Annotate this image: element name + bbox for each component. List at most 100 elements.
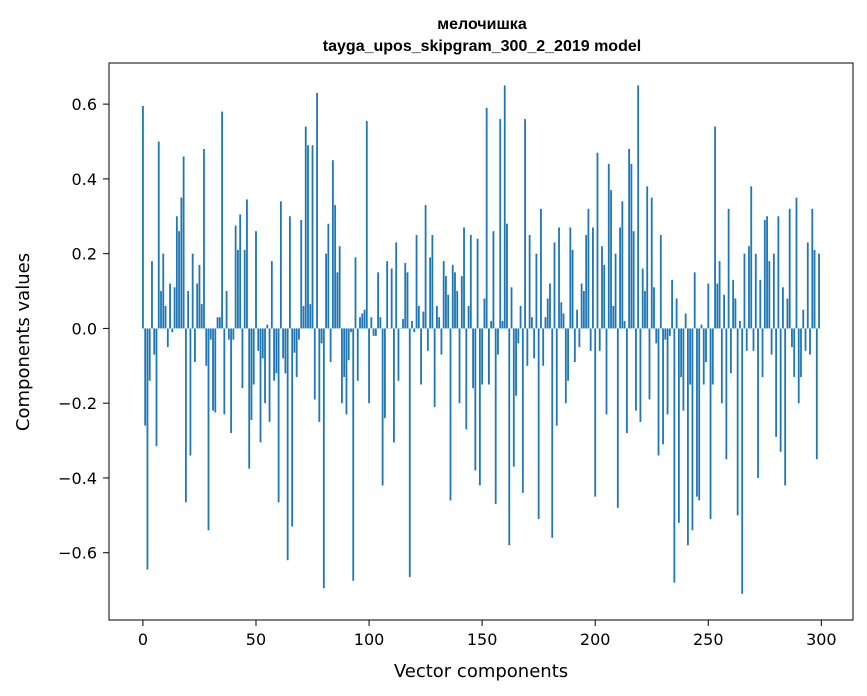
bar [383, 328, 386, 419]
bar [702, 328, 705, 385]
bar [345, 328, 348, 415]
bar [610, 190, 612, 329]
bar [173, 287, 176, 329]
bar [476, 238, 479, 329]
bar [716, 283, 719, 329]
chart-subtitle: tayga_upos_skipgram_300_2_2019 model [323, 38, 641, 55]
bar [492, 231, 495, 329]
bar [431, 234, 434, 329]
bar [223, 328, 226, 415]
bar [494, 328, 497, 505]
bar [311, 145, 314, 329]
bar [603, 264, 606, 329]
y-tick-label: 0.0 [72, 319, 97, 338]
bar [316, 92, 318, 329]
bar [639, 328, 642, 422]
bar [515, 328, 517, 396]
bar [275, 328, 278, 374]
bar [526, 328, 529, 366]
bar [490, 320, 493, 329]
bar [668, 328, 671, 336]
bar [720, 328, 723, 404]
bar [736, 328, 739, 516]
bar [381, 328, 384, 486]
x-axis: 0 50 100 150 200 250 300 [138, 620, 837, 649]
bar [451, 264, 454, 329]
bar [164, 305, 167, 329]
bar [682, 328, 685, 411]
bar [528, 234, 531, 329]
bar [555, 328, 558, 426]
bar [725, 328, 728, 460]
bar [698, 328, 701, 501]
y-tick-label: −0.2 [58, 394, 97, 413]
bar [379, 317, 382, 329]
bar [763, 220, 766, 329]
bar [488, 328, 490, 385]
x-tick-label: 0 [138, 630, 148, 649]
bar [454, 272, 456, 329]
bar [232, 328, 235, 340]
bar [456, 291, 459, 329]
bar [585, 234, 588, 329]
bar [187, 291, 190, 329]
bar [243, 249, 246, 329]
bar [393, 328, 395, 443]
bar [777, 216, 780, 329]
bar [781, 287, 784, 329]
bar [793, 328, 796, 378]
bar [813, 249, 816, 329]
bar [282, 328, 285, 359]
bar [372, 328, 375, 336]
plot-frame [108, 62, 854, 621]
bar [465, 328, 468, 430]
bar [411, 320, 413, 329]
bar [757, 328, 759, 478]
y-tick-label: 0.4 [72, 170, 97, 189]
bar [711, 328, 714, 385]
bar [775, 328, 778, 437]
bar [169, 283, 171, 329]
bar [144, 328, 147, 426]
bar [153, 328, 156, 355]
bar [171, 328, 174, 333]
bar [587, 208, 590, 329]
bar [517, 328, 520, 344]
bar [429, 257, 432, 329]
bar [607, 163, 610, 329]
bar [481, 328, 484, 385]
bar [567, 328, 569, 381]
bar [390, 268, 393, 329]
bar [815, 328, 818, 460]
bar [261, 328, 264, 359]
bar [576, 309, 579, 329]
bar [166, 328, 169, 348]
bar [194, 328, 196, 363]
bar [519, 305, 522, 329]
x-tick-label: 300 [806, 630, 837, 649]
bar [279, 201, 282, 329]
bar [334, 205, 337, 329]
bar [395, 242, 398, 329]
bars-group [142, 85, 820, 594]
bar [619, 227, 621, 329]
bar [594, 328, 597, 497]
bar [478, 328, 481, 486]
bar [729, 328, 732, 374]
bar [691, 328, 694, 531]
chart-title: мелочишка [437, 16, 527, 33]
bar [252, 328, 255, 385]
bar [788, 208, 791, 329]
bar [175, 216, 178, 329]
bar [666, 328, 669, 415]
bar [592, 227, 594, 329]
bar [415, 234, 418, 329]
bar [551, 328, 554, 538]
bar [422, 311, 425, 329]
bar [313, 328, 316, 400]
bar [426, 328, 429, 351]
bar [433, 328, 436, 407]
bar [270, 261, 273, 329]
bar [653, 287, 655, 329]
